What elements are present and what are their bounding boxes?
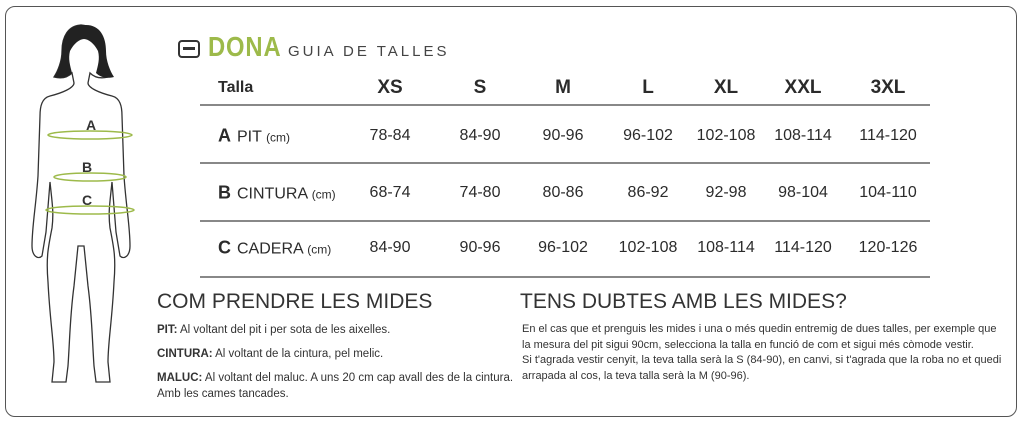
size-header: XL: [713, 77, 739, 98]
row-label: C CADERA (cm): [218, 238, 331, 259]
desc: Al voltant del maluc. A uns 20 cm cap av…: [202, 372, 514, 384]
desc: Al voltant del pit i per sota de les aix…: [177, 324, 391, 336]
table-cell: 74-80: [459, 184, 501, 201]
table-cell: 114-120: [774, 239, 832, 256]
doubts-line: arrapada al cos, la teva talla serà la M…: [522, 369, 750, 382]
bust-measure-line: [47, 130, 133, 140]
table-cell: 120-126: [858, 239, 918, 256]
how-to-title: COM PRENDRE LES MIDES: [157, 290, 433, 313]
row-unit: (cm): [307, 242, 332, 257]
row-name: CINTURA: [237, 185, 308, 203]
table-cell: 108-114: [697, 239, 755, 256]
row-divider: [200, 104, 930, 106]
row-name: PIT: [237, 128, 262, 146]
table-cell: 104-110: [859, 184, 917, 201]
table-cell: 90-96: [459, 239, 501, 256]
table-cell: 102-108: [618, 239, 678, 256]
size-header: XXL: [784, 77, 822, 98]
table-cell: 68-74: [369, 184, 411, 201]
hair-shape: [54, 25, 114, 78]
size-header: S: [473, 77, 487, 98]
label-b: B: [82, 159, 92, 175]
table-cell: 90-96: [542, 127, 584, 144]
row-name: CADERA: [237, 240, 303, 258]
brand-logo-icon: [178, 40, 200, 58]
term: PIT:: [157, 324, 178, 336]
table-cell: 108-114: [774, 127, 832, 144]
doubts-line: En el cas que et prenguis les mides i un…: [522, 323, 997, 335]
how-to-item: CINTURA: Al voltant de la cintura, pel m…: [157, 348, 383, 360]
how-to-item: MALUC: Al voltant del maluc. A uns 20 cm…: [157, 372, 513, 384]
term: MALUC:: [157, 372, 203, 384]
row-unit: (cm): [266, 130, 291, 145]
header-talla: Talla: [218, 79, 254, 96]
size-header: L: [642, 77, 654, 98]
row-label: B CINTURA (cm): [218, 183, 336, 204]
title-dona: DONA: [208, 31, 282, 62]
table-cell: 92-98: [705, 184, 747, 201]
row-letter: B: [218, 182, 231, 203]
row-letter: C: [218, 237, 231, 258]
doubts-title: TENS DUBTES AMB LES MIDES?: [520, 290, 847, 313]
body-outline: [31, 24, 131, 383]
table-cell: 98-104: [778, 184, 828, 201]
table-cell: 78-84: [369, 127, 411, 144]
size-header: 3XL: [870, 77, 906, 98]
table-cell: 114-120: [859, 127, 917, 144]
doubts-line: Si t'agrada vestir cenyit, la teva talla…: [522, 354, 1002, 366]
hip-measure-line: [45, 205, 135, 215]
size-header: M: [555, 77, 571, 98]
how-to-extra: Amb les cames tancades.: [157, 388, 289, 400]
doubts-line: la mesura del pit sigui 90cm, selecciona…: [522, 338, 974, 351]
table-cell: 96-102: [623, 127, 673, 144]
table-cell: 86-92: [627, 184, 669, 201]
waist-measure-line: [53, 172, 127, 182]
desc: Al voltant de la cintura, pel melic.: [212, 348, 384, 360]
row-divider: [200, 162, 930, 164]
size-guide-frame: [5, 6, 1017, 417]
size-header: XS: [377, 77, 403, 98]
table-cell: 84-90: [369, 239, 411, 256]
row-label: A PIT (cm): [218, 126, 290, 147]
page-title: DONA GUIA DE TALLES: [178, 31, 450, 63]
doubts-paragraph: En el cas que et prenguis les mides i un…: [522, 322, 1001, 384]
row-divider: [200, 220, 930, 222]
label-a: A: [86, 117, 96, 133]
body-figure-illustration: A B C: [31, 24, 135, 383]
table-cell: 102-108: [696, 127, 756, 144]
label-c: C: [82, 192, 92, 208]
how-to-item: PIT: Al voltant del pit i per sota de le…: [157, 324, 390, 336]
row-letter: A: [218, 125, 231, 146]
row-divider: [200, 276, 930, 278]
title-subtitle: GUIA DE TALLES: [288, 43, 450, 60]
term: CINTURA:: [157, 348, 213, 360]
table-cell: 80-86: [542, 184, 584, 201]
table-cell: 96-102: [538, 239, 588, 256]
row-unit: (cm): [311, 187, 336, 202]
table-cell: 84-90: [459, 127, 501, 144]
